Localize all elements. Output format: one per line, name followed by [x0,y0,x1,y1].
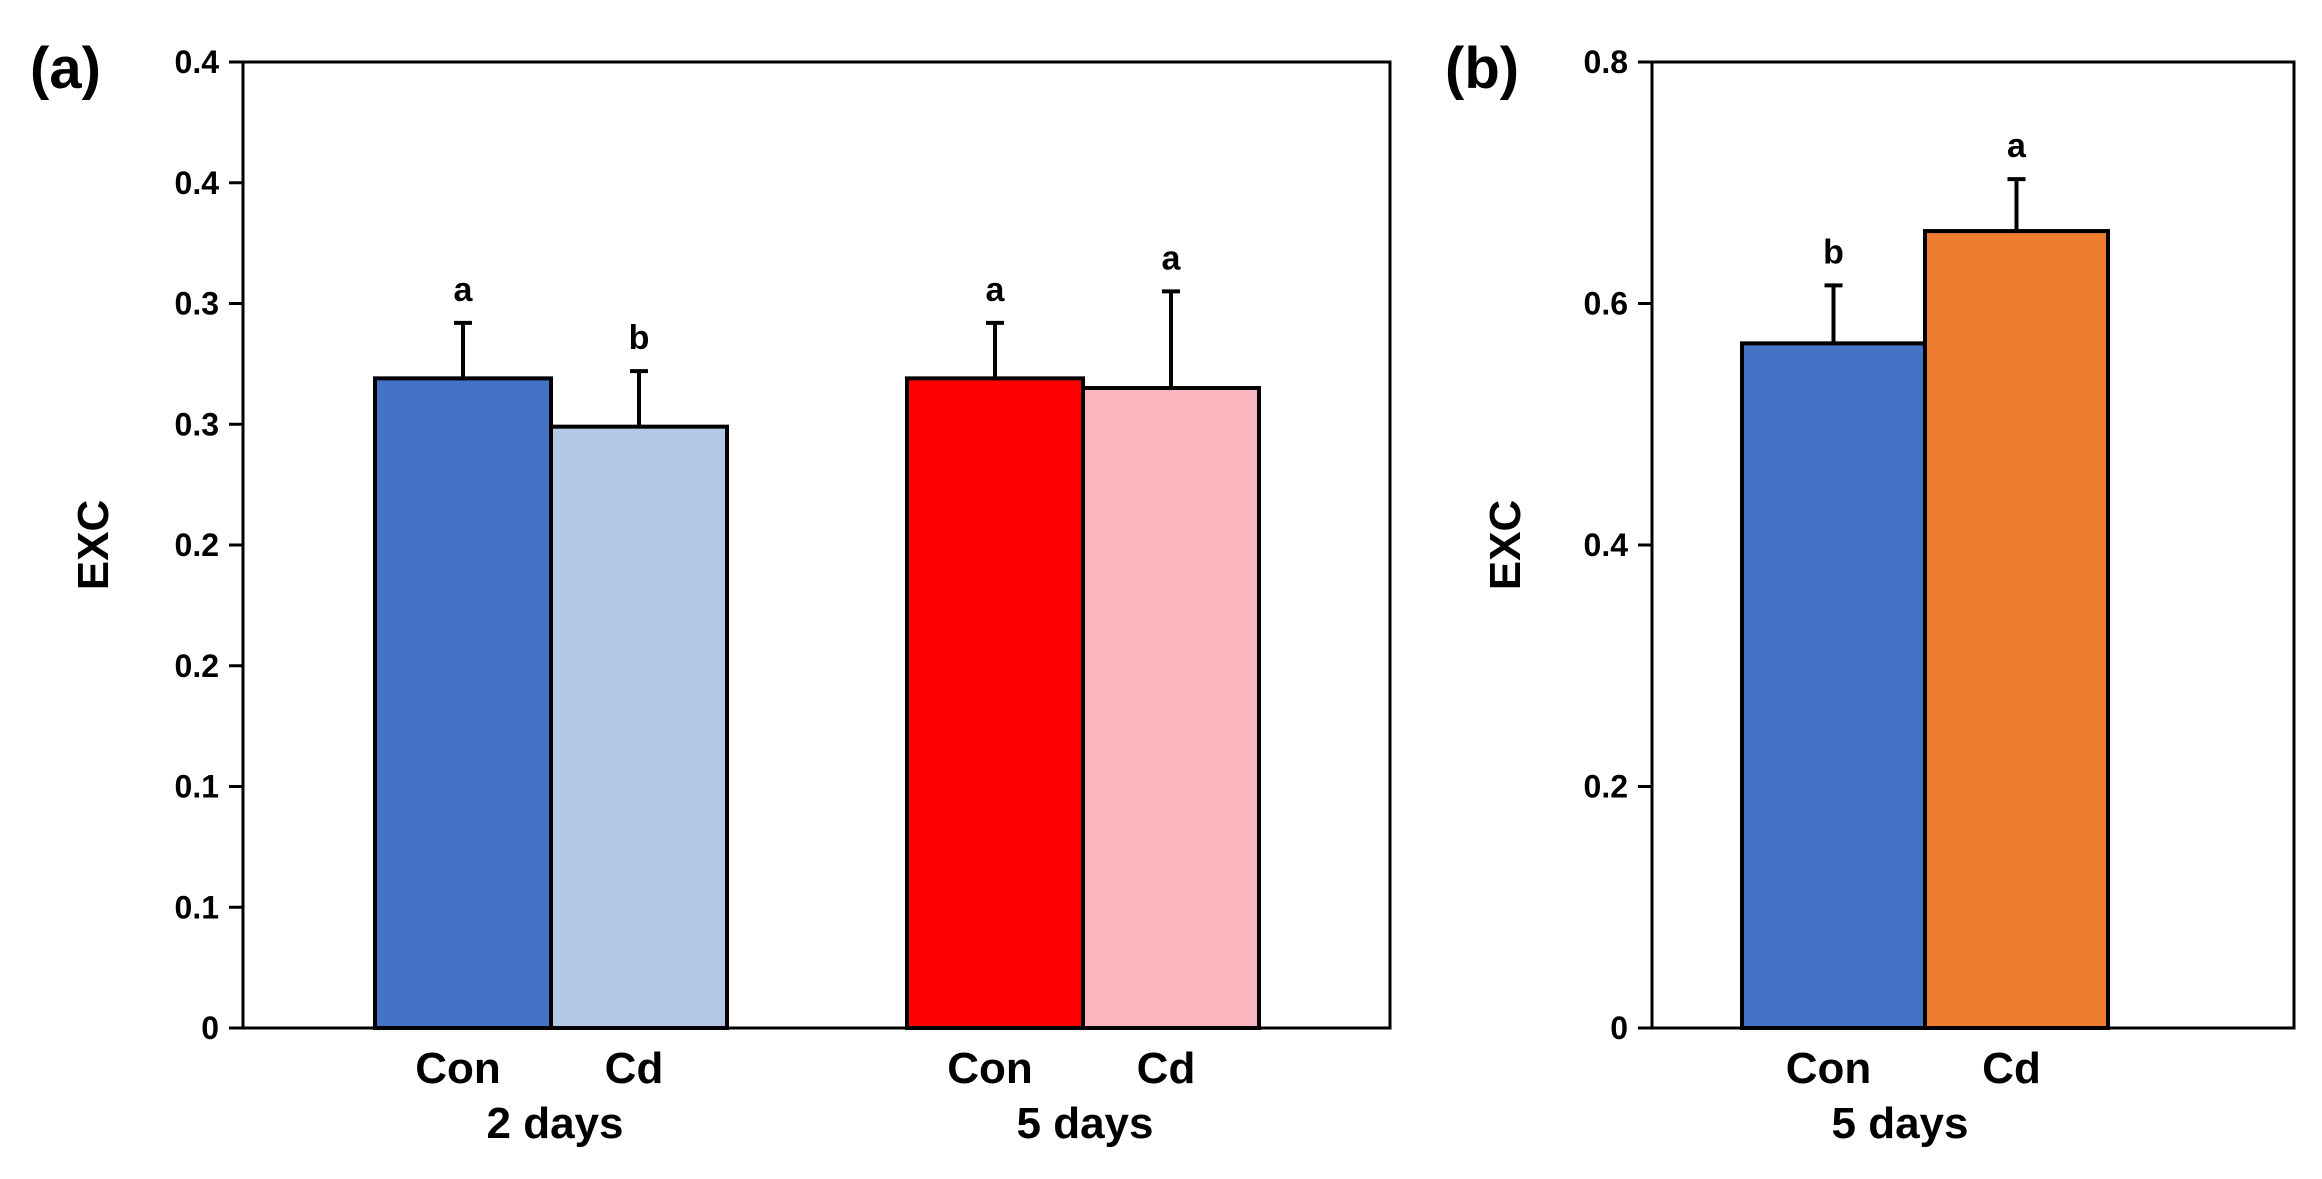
panel-b: (b) 0 0.2 0.4 0.6 0.8 EXC b Con a Cd 5 days [1445,36,2296,1148]
bar [549,424,729,1031]
y-tick-label: 0.1 [175,889,219,925]
y-tick-label: 0.3 [175,406,219,442]
y-tick-label: 0.4 [1584,527,1629,563]
y-tick-label: 0.4 [175,44,220,80]
panel-label: (a) [30,36,101,101]
significance-letter: a [2007,127,2027,165]
significance-letter: a [1162,239,1182,277]
significance-letter: b [629,319,650,357]
category-label: Cd [605,1044,664,1093]
y-tick-label: 0.8 [1584,44,1628,80]
category-label: Con [947,1044,1033,1093]
bar [1081,386,1261,1030]
y-tick-label: 0 [1610,1010,1628,1046]
significance-letter: b [1823,233,1844,271]
significance-letter: a [454,271,474,309]
y-axis-label: EXC [69,500,118,590]
significance-letter: a [986,271,1006,309]
y-tick-label: 0.2 [1584,769,1628,805]
y-tick-label: 0.6 [1584,286,1628,322]
category-label: Cd [1982,1044,2041,1093]
y-tick-label: 0 [201,1010,219,1046]
y-axis-label: EXC [1481,500,1530,590]
group-label: 5 days [1832,1099,1969,1148]
group-label: 5 days [1017,1099,1154,1148]
group-label: 2 days [487,1099,624,1148]
bar [905,376,1085,1030]
y-tick-label: 0.1 [175,769,219,805]
panel-a: (a) 0 0.1 0.1 0.2 0.2 0.3 0.3 0.4 0.4 EXC a Con b Cd 2 … [30,36,1392,1148]
y-tick-label: 0.4 [175,165,220,201]
panel-label: (b) [1445,36,1519,101]
category-label: Con [415,1044,501,1093]
y-tick-label: 0.2 [175,527,219,563]
bar [1740,341,1927,1031]
bar [373,376,553,1030]
category-label: Con [1786,1044,1872,1093]
bar [1923,229,2110,1031]
y-tick-label: 0.3 [175,286,219,322]
y-tick-label: 0.2 [175,648,219,684]
category-label: Cd [1137,1044,1196,1093]
